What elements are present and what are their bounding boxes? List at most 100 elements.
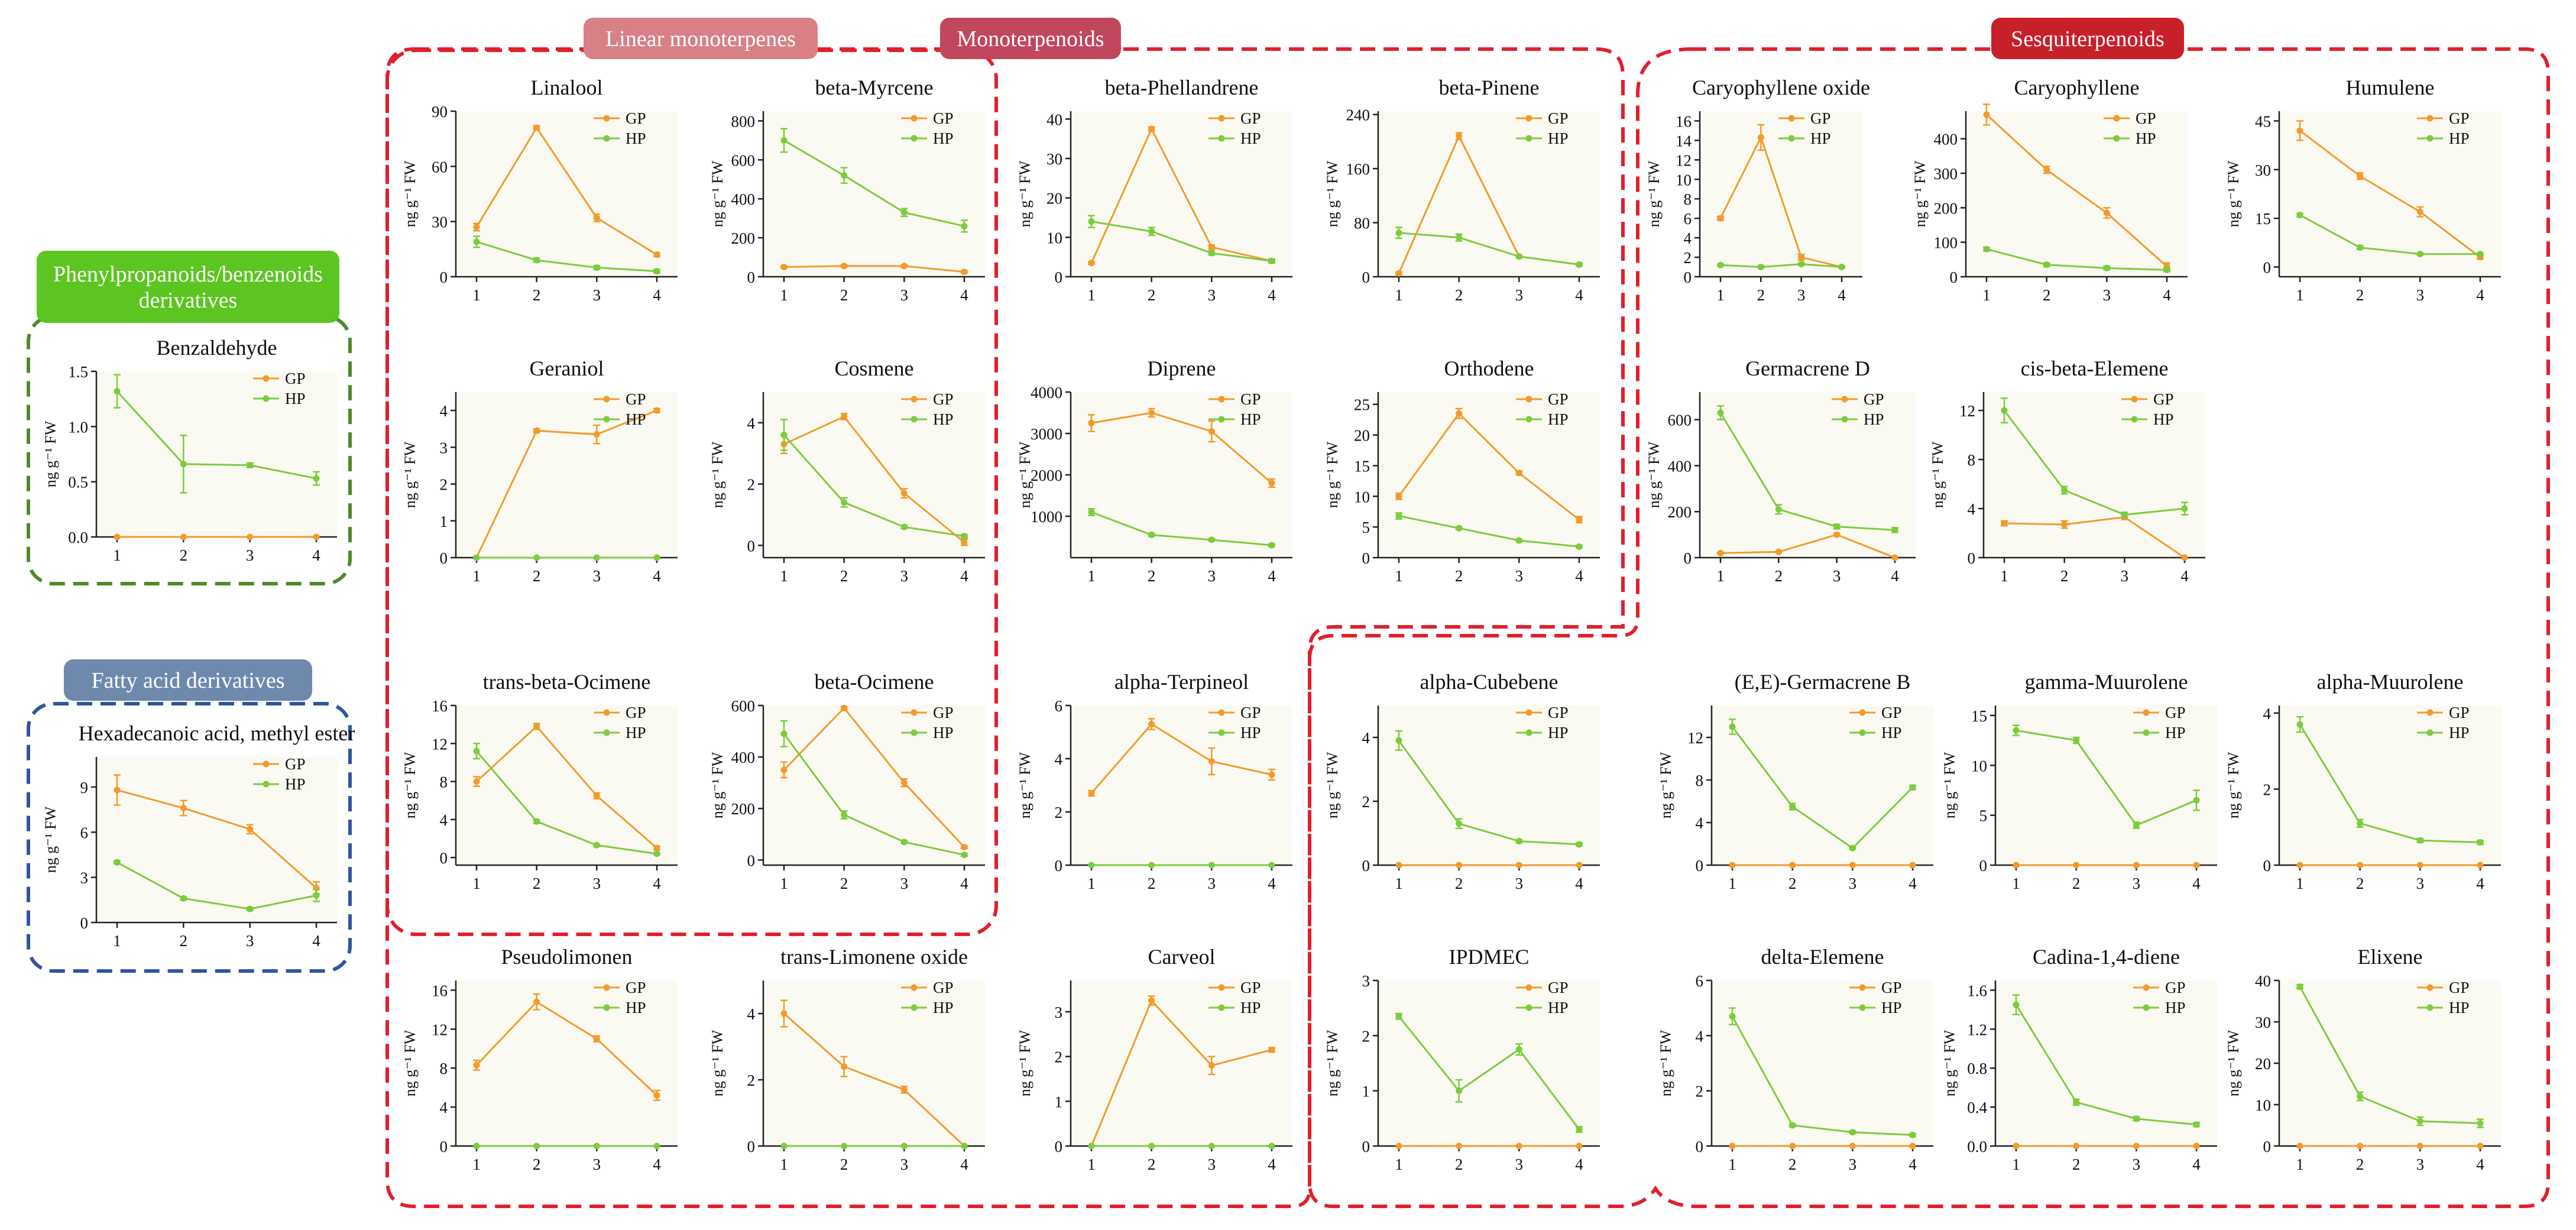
data-point-hp: [900, 839, 908, 846]
chart-title: Caryophyllene oxide: [1692, 76, 1870, 99]
data-point-gp: [1983, 111, 1990, 118]
data-point-gp: [2013, 1142, 2020, 1150]
data-point-gp: [2193, 1142, 2200, 1150]
x-tick-label: 3: [900, 567, 909, 585]
data-point-hp: [961, 1142, 968, 1150]
x-tick-label: 4: [1575, 567, 1583, 585]
plot-area: [2279, 705, 2501, 865]
y-axis-label: ng g⁻¹ FW: [709, 1030, 726, 1096]
legend-label-hp: HP: [1864, 410, 1884, 428]
legend-marker-hp: [1841, 416, 1848, 423]
y-tick-label: 10: [1354, 488, 1370, 506]
data-point-gp: [1268, 1046, 1275, 1053]
y-tick-label: 400: [731, 749, 756, 766]
legend-marker-gp: [603, 396, 610, 403]
data-point-hp: [1838, 264, 1845, 271]
data-point-hp: [593, 554, 600, 561]
x-tick-label: 1: [472, 1155, 481, 1173]
data-point-hp: [473, 747, 480, 755]
chart-title: alpha-Terpineol: [1114, 670, 1249, 694]
legend-label-gp: GP: [626, 704, 646, 721]
plot-area: [456, 980, 678, 1146]
chart-4: beta-Phellandrene 0 10 20 30 40 1 2 3 4 ng g⁻¹ FW G…: [1016, 76, 1292, 304]
data-point-hp: [1576, 261, 1583, 268]
data-point-gp: [2477, 862, 2484, 869]
x-tick-label: 3: [1515, 567, 1524, 585]
data-point-hp: [2357, 244, 2364, 251]
x-tick-label: 2: [1455, 1155, 1463, 1173]
data-point-hp: [2073, 1099, 2080, 1106]
data-point-gp: [1576, 516, 1583, 523]
data-point-gp: [900, 779, 908, 786]
y-tick-label: 15: [1354, 457, 1370, 475]
series-line-hp: [1719, 412, 1895, 531]
y-tick-label: 40: [2255, 972, 2271, 990]
data-point-hp: [2357, 1093, 2364, 1100]
y-tick-label: 4000: [1031, 384, 1062, 402]
data-point-gp: [1456, 132, 1463, 140]
x-tick-label: 3: [246, 546, 254, 564]
x-tick-label: 4: [960, 1155, 968, 1173]
data-point-hp: [1088, 509, 1095, 516]
legend-label-hp: HP: [933, 999, 954, 1017]
y-tick-label: 800: [731, 112, 756, 130]
y-tick-label: 45: [2255, 112, 2271, 130]
x-tick-label: 2: [180, 932, 188, 950]
data-point-hp: [2296, 212, 2303, 219]
y-axis-label: ng g⁻¹ FW: [709, 752, 726, 818]
legend-label-hp: HP: [1240, 724, 1261, 742]
legend-label-gp: GP: [1864, 390, 1884, 408]
x-tick-label: 4: [2476, 286, 2484, 304]
data-point-hp: [841, 172, 848, 179]
legend-marker-gp: [2131, 396, 2138, 403]
data-point-gp: [114, 786, 121, 794]
plot-area: [456, 392, 678, 558]
y-axis-label: ng g⁻¹ FW: [1324, 1030, 1341, 1096]
data-point-hp: [1891, 526, 1898, 533]
data-point-gp: [114, 533, 121, 540]
data-point-hp: [2357, 820, 2364, 827]
legend-marker-gp: [2426, 709, 2434, 716]
legend-marker-gp: [1525, 115, 1532, 122]
legend-marker-hp: [1525, 729, 1532, 736]
frame-sesquiterpenoids: [1308, 47, 2550, 1208]
data-point-hp: [1268, 257, 1275, 264]
data-point-hp: [533, 818, 540, 825]
chart-20: gamma-Muurolene 0 5 10 15 1 2 3 4 ng g⁻¹ FW GP HP: [1941, 670, 2217, 892]
plot-area: [1378, 111, 1600, 277]
legend-marker-hp: [1525, 1004, 1532, 1011]
y-tick-label: 0: [1696, 1138, 1704, 1155]
x-tick-label: 3: [1208, 875, 1216, 892]
data-point-hp: [2296, 721, 2303, 728]
series-line-gp: [1090, 999, 1272, 1147]
data-point-hp: [1268, 862, 1275, 869]
data-point-hp: [2013, 1001, 2020, 1008]
data-point-hp: [2193, 797, 2200, 804]
data-point-hp: [114, 388, 121, 395]
data-point-hp: [900, 523, 908, 530]
series-line-hp: [1398, 1015, 1580, 1130]
series-line-gp: [783, 1012, 965, 1147]
x-tick-label: 4: [1908, 875, 1917, 892]
data-point-hp: [533, 257, 540, 264]
data-point-gp: [473, 224, 480, 231]
y-tick-label: 10: [1971, 757, 1987, 775]
x-tick-label: 2: [180, 546, 188, 564]
data-point-hp: [2121, 511, 2128, 518]
legend-marker-gp: [2143, 984, 2150, 991]
y-axis-label: ng g⁻¹ FW: [1657, 752, 1674, 818]
y-tick-label: 600: [731, 697, 756, 715]
data-point-hp: [1789, 1122, 1796, 1129]
x-tick-label: 3: [593, 875, 601, 892]
x-tick-label: 2: [1148, 875, 1156, 892]
data-point-hp: [2133, 1115, 2140, 1122]
series-line-gp: [2004, 516, 2185, 559]
legend-label-gp: GP: [1240, 979, 1261, 996]
x-tick-label: 1: [1728, 1155, 1736, 1173]
data-point-hp: [1729, 1013, 1736, 1020]
x-tick-label: 1: [1087, 875, 1096, 892]
legend-label-gp: GP: [2449, 704, 2470, 721]
badge-phenylpropanoids-bg: [37, 251, 339, 323]
data-point-gp: [180, 805, 187, 812]
